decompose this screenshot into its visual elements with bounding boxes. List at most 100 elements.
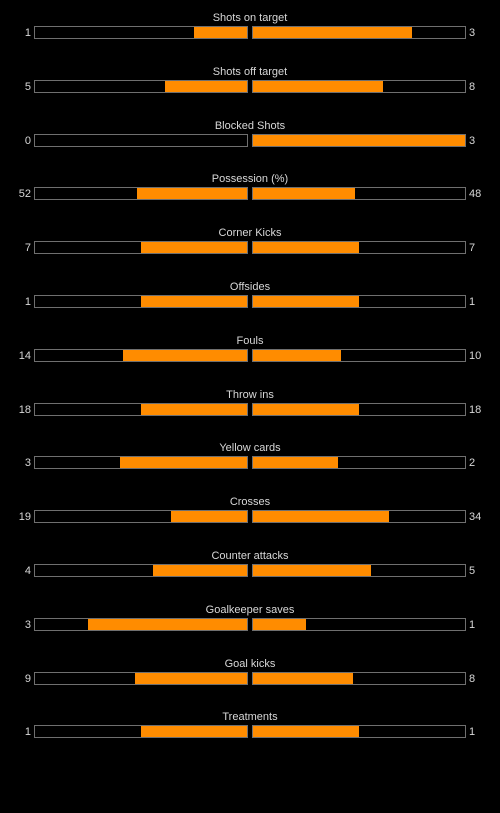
away-bar-fill	[253, 403, 359, 415]
away-value: 34	[469, 511, 482, 524]
match-stats-list: Shots on target 1 3 Shots off target 5 8…	[0, 11, 500, 764]
away-bar-fill	[253, 27, 412, 38]
stat-row: Shots on target 1 3	[0, 11, 500, 65]
home-value: 3	[24, 618, 31, 631]
away-bar	[252, 294, 466, 308]
home-bar-fill	[88, 618, 247, 630]
stat-label: Offsides	[229, 280, 271, 293]
home-bar-fill	[152, 564, 247, 576]
away-bar	[252, 671, 466, 685]
stat-row: Shots off target 5 8	[0, 65, 500, 119]
stat-label: Throw ins	[226, 388, 274, 401]
away-value: 3	[469, 27, 476, 39]
stat-label: Blocked Shots	[214, 119, 286, 132]
away-value: 3	[469, 134, 476, 147]
home-bar-fill	[165, 80, 247, 92]
away-bar-fill	[253, 134, 465, 146]
away-bar-fill	[253, 188, 355, 200]
away-bar-fill	[253, 457, 338, 469]
away-bar	[252, 563, 466, 577]
home-bar	[34, 133, 248, 147]
home-value: 0	[24, 134, 31, 147]
away-bar-fill	[253, 511, 389, 523]
home-value: 52	[18, 188, 31, 201]
home-bar-fill	[123, 349, 247, 361]
home-value: 7	[24, 242, 31, 255]
stat-label: Goalkeeper saves	[205, 603, 295, 616]
home-bar-fill	[141, 242, 247, 254]
away-bar	[252, 133, 466, 147]
home-bar	[34, 725, 248, 739]
home-value: 1	[24, 726, 31, 739]
home-value: 9	[24, 672, 31, 685]
away-bar	[252, 26, 466, 39]
away-bar-fill	[253, 80, 384, 92]
stat-row: Blocked Shots 0 3	[0, 119, 500, 173]
home-bar-fill	[136, 188, 247, 200]
away-value: 1	[469, 618, 476, 631]
stat-label: Fouls	[236, 334, 264, 347]
stat-row: Throw ins 18 18	[0, 388, 500, 442]
away-bar-fill	[253, 295, 359, 307]
stat-label: Shots off target	[212, 65, 288, 78]
away-bar-fill	[253, 349, 342, 361]
stat-row: Goal kicks 9 8	[0, 657, 500, 711]
away-bar	[252, 456, 466, 470]
home-bar	[34, 510, 248, 524]
home-value: 4	[24, 564, 31, 577]
away-value: 10	[469, 349, 482, 362]
away-bar	[252, 725, 466, 739]
home-value: 19	[18, 511, 31, 524]
stat-row: Possession (%) 52 48	[0, 172, 500, 226]
home-bar-fill	[134, 672, 247, 684]
home-bar-fill	[141, 295, 247, 307]
away-bar-fill	[253, 618, 306, 630]
away-value: 1	[469, 726, 476, 739]
stat-row: Counter attacks 4 5	[0, 549, 500, 603]
home-value: 1	[24, 295, 31, 308]
away-bar	[252, 187, 466, 201]
home-value: 3	[24, 457, 31, 470]
home-value: 5	[24, 80, 31, 93]
away-value: 48	[469, 188, 482, 201]
away-bar-fill	[253, 564, 371, 576]
away-value: 7	[469, 242, 476, 255]
stat-label: Possession (%)	[211, 173, 289, 186]
away-bar	[252, 241, 466, 255]
stat-label: Counter attacks	[211, 549, 289, 562]
home-bar	[34, 79, 248, 93]
home-bar-fill	[171, 511, 247, 523]
home-bar	[34, 26, 248, 39]
stat-label: Yellow cards	[219, 442, 281, 455]
stat-row: Yellow cards 3 2	[0, 441, 500, 495]
away-value: 8	[469, 80, 476, 93]
away-bar	[252, 617, 466, 631]
home-bar-fill	[141, 726, 247, 738]
stat-label: Corner Kicks	[218, 227, 282, 240]
home-bar	[34, 671, 248, 685]
home-value: 18	[18, 403, 31, 416]
home-bar	[34, 402, 248, 416]
home-bar	[34, 348, 248, 362]
away-value: 5	[469, 564, 476, 577]
away-bar	[252, 402, 466, 416]
stat-row: Crosses 19 34	[0, 495, 500, 549]
home-value: 1	[24, 27, 31, 39]
away-bar	[252, 79, 466, 93]
stat-label: Crosses	[229, 496, 271, 509]
stat-row: Corner Kicks 7 7	[0, 226, 500, 280]
home-bar	[34, 456, 248, 470]
away-value: 1	[469, 295, 476, 308]
away-bar	[252, 348, 466, 362]
home-bar-fill	[141, 403, 247, 415]
stat-row: Offsides 1 1	[0, 280, 500, 334]
home-value: 14	[18, 349, 31, 362]
away-value: 8	[469, 672, 476, 685]
home-bar-fill	[194, 27, 247, 38]
away-value: 2	[469, 457, 476, 470]
home-bar	[34, 187, 248, 201]
stat-label: Shots on target	[212, 12, 288, 24]
stat-label: Treatments	[222, 711, 278, 724]
home-bar	[34, 617, 248, 631]
away-bar-fill	[253, 726, 359, 738]
